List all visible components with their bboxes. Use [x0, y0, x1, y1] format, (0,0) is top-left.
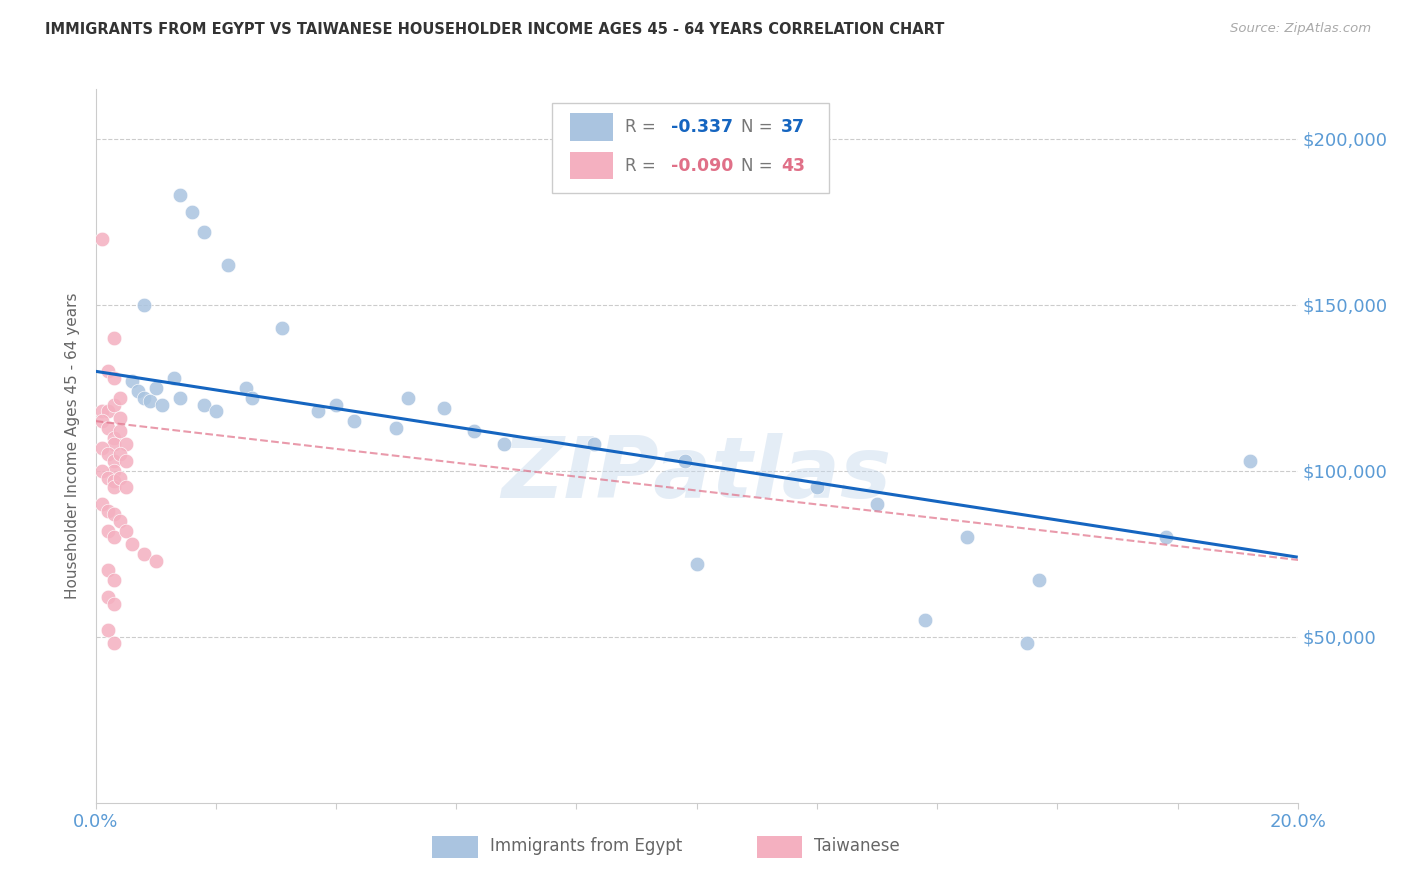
Point	[103, 454, 125, 468]
Point	[132, 547, 155, 561]
Point	[114, 481, 136, 495]
Point	[97, 470, 120, 484]
Point	[686, 557, 709, 571]
Point	[103, 397, 125, 411]
Point	[163, 371, 186, 385]
Point	[180, 205, 202, 219]
Point	[103, 431, 125, 445]
Point	[90, 497, 112, 511]
Point	[90, 414, 112, 428]
Point	[956, 530, 979, 544]
Text: 37: 37	[780, 118, 804, 136]
Text: ZIPatlas: ZIPatlas	[502, 433, 891, 516]
Point	[132, 391, 155, 405]
Point	[866, 497, 889, 511]
Point	[108, 514, 131, 528]
Point	[145, 381, 167, 395]
Point	[90, 441, 112, 455]
Point	[103, 474, 125, 488]
Point	[307, 404, 329, 418]
Point	[169, 188, 191, 202]
Point	[103, 574, 125, 588]
Point	[463, 424, 485, 438]
Point	[583, 437, 606, 451]
FancyBboxPatch shape	[571, 152, 613, 179]
Point	[114, 524, 136, 538]
Point	[97, 590, 120, 604]
Point	[108, 470, 131, 484]
Point	[114, 454, 136, 468]
Point	[97, 564, 120, 578]
Point	[103, 371, 125, 385]
Point	[673, 454, 696, 468]
Point	[205, 404, 228, 418]
Text: -0.337: -0.337	[672, 118, 734, 136]
Point	[97, 524, 120, 538]
Point	[1017, 636, 1039, 650]
Point	[343, 414, 366, 428]
Point	[103, 331, 125, 345]
Text: N =: N =	[741, 157, 778, 175]
Text: -0.090: -0.090	[672, 157, 734, 175]
Text: R =: R =	[624, 118, 661, 136]
Point	[103, 530, 125, 544]
Point	[108, 447, 131, 461]
Point	[97, 447, 120, 461]
Point	[121, 374, 143, 388]
Point	[97, 364, 120, 378]
Point	[1239, 454, 1261, 468]
Point	[90, 404, 112, 418]
Point	[121, 537, 143, 551]
Point	[396, 391, 419, 405]
Point	[240, 391, 263, 405]
Point	[235, 381, 257, 395]
Point	[193, 225, 215, 239]
FancyBboxPatch shape	[756, 836, 803, 858]
Point	[103, 437, 125, 451]
Point	[1154, 530, 1177, 544]
Point	[97, 504, 120, 518]
Point	[103, 507, 125, 521]
Point	[127, 384, 149, 399]
Point	[97, 624, 120, 638]
Point	[433, 401, 456, 415]
Y-axis label: Householder Income Ages 45 - 64 years: Householder Income Ages 45 - 64 years	[65, 293, 80, 599]
Point	[325, 397, 347, 411]
Point	[114, 437, 136, 451]
Point	[108, 391, 131, 405]
Point	[145, 553, 167, 567]
Text: N =: N =	[741, 118, 778, 136]
Text: 43: 43	[780, 157, 804, 175]
Text: Immigrants from Egypt: Immigrants from Egypt	[489, 837, 682, 855]
Point	[138, 394, 160, 409]
Point	[90, 464, 112, 478]
Point	[1028, 574, 1050, 588]
Point	[385, 421, 408, 435]
Point	[103, 597, 125, 611]
Point	[193, 397, 215, 411]
FancyBboxPatch shape	[553, 103, 830, 193]
Point	[150, 397, 173, 411]
Text: R =: R =	[624, 157, 661, 175]
Point	[97, 404, 120, 418]
Point	[494, 437, 516, 451]
FancyBboxPatch shape	[432, 836, 478, 858]
Point	[217, 258, 239, 272]
Point	[108, 410, 131, 425]
Point	[108, 424, 131, 438]
Point	[90, 231, 112, 245]
Point	[103, 481, 125, 495]
Point	[169, 391, 191, 405]
Point	[271, 321, 294, 335]
Point	[103, 464, 125, 478]
Text: Source: ZipAtlas.com: Source: ZipAtlas.com	[1230, 22, 1371, 36]
Point	[132, 298, 155, 312]
Text: Taiwanese: Taiwanese	[814, 837, 900, 855]
FancyBboxPatch shape	[571, 113, 613, 141]
Point	[103, 636, 125, 650]
Point	[806, 481, 828, 495]
Point	[97, 421, 120, 435]
Text: IMMIGRANTS FROM EGYPT VS TAIWANESE HOUSEHOLDER INCOME AGES 45 - 64 YEARS CORRELA: IMMIGRANTS FROM EGYPT VS TAIWANESE HOUSE…	[45, 22, 945, 37]
Point	[914, 613, 936, 627]
